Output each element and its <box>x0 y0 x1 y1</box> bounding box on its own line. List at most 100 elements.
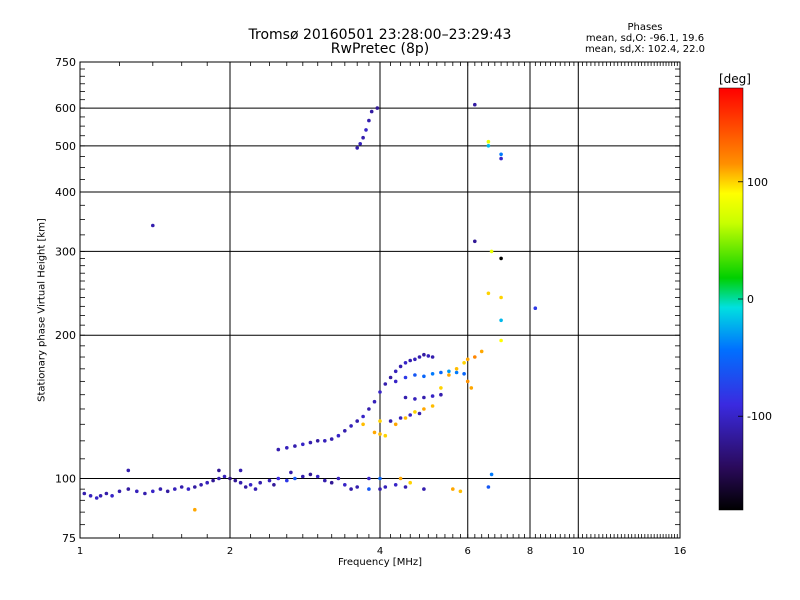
data-point <box>110 494 114 498</box>
data-point <box>375 106 380 110</box>
data-point <box>383 382 388 386</box>
data-point <box>378 487 382 491</box>
data-point <box>383 433 388 438</box>
data-point <box>248 483 253 487</box>
data-point <box>355 485 360 489</box>
data-point <box>151 489 155 494</box>
data-point <box>439 386 443 390</box>
phase-o-line: mean, sd,O: -96.1, 19.6 <box>585 33 705 44</box>
x-tick-label: 16 <box>674 546 687 557</box>
data-point <box>267 478 272 483</box>
data-point <box>361 414 365 419</box>
data-point <box>349 487 353 491</box>
data-point <box>447 373 451 377</box>
y-tick-label: 600 <box>55 102 76 115</box>
chart-subtitle: RwPretec (8p) <box>330 41 430 57</box>
data-point <box>473 239 477 244</box>
data-point <box>173 487 177 491</box>
data-point <box>193 507 197 512</box>
x-tick-label: 10 <box>572 546 585 557</box>
data-points <box>82 102 538 512</box>
data-point <box>408 480 413 485</box>
data-point <box>243 485 248 489</box>
data-point <box>367 118 371 123</box>
data-point <box>479 349 484 354</box>
data-point <box>228 476 232 481</box>
x-tick-label: 4 <box>377 546 383 557</box>
data-point <box>422 352 426 357</box>
data-point <box>422 374 426 379</box>
phase-x-line: mean, sd,X: 102.4, 22.0 <box>584 44 706 55</box>
data-point <box>458 489 463 494</box>
data-point <box>378 476 382 481</box>
colorbar: [deg] <box>718 72 751 511</box>
data-point <box>486 485 491 489</box>
y-tick-label: 100 <box>55 473 76 486</box>
data-point <box>276 476 281 481</box>
data-point <box>422 395 426 400</box>
data-point <box>217 468 221 473</box>
data-point <box>403 485 408 489</box>
data-point <box>499 156 503 161</box>
data-point <box>135 489 139 494</box>
data-point <box>398 416 403 420</box>
data-point <box>499 295 503 300</box>
data-point <box>393 379 398 384</box>
data-point <box>361 135 365 140</box>
data-point <box>447 369 451 374</box>
data-point <box>489 249 494 254</box>
data-point <box>151 223 155 228</box>
data-point <box>486 139 491 144</box>
data-point <box>393 422 398 427</box>
data-point <box>422 407 426 411</box>
data-point <box>336 433 341 438</box>
data-point <box>233 478 238 483</box>
data-point <box>388 419 393 423</box>
data-point <box>403 395 408 400</box>
data-point <box>430 394 435 398</box>
data-point <box>315 474 320 479</box>
data-point <box>98 494 103 498</box>
data-point <box>378 419 382 423</box>
data-point <box>422 487 426 491</box>
colorbar-tick-label: -100 <box>747 410 772 423</box>
tick-labels: 1 2 4 6 8 10 16 75 100 200 300 400 500 600 750 <box>55 56 686 557</box>
data-point <box>417 355 422 359</box>
data-point <box>367 476 371 481</box>
data-point <box>293 476 297 481</box>
data-point <box>126 487 131 491</box>
data-point <box>451 487 455 491</box>
data-point <box>238 468 243 473</box>
data-point <box>285 446 289 450</box>
data-point <box>393 483 398 487</box>
data-point <box>469 386 474 390</box>
data-point <box>378 390 382 394</box>
data-point <box>369 109 374 114</box>
data-point <box>343 429 347 433</box>
data-point <box>426 354 431 358</box>
phase-heading: Phases <box>627 22 663 33</box>
data-point <box>439 370 443 375</box>
data-point <box>462 372 466 376</box>
data-point <box>367 487 371 491</box>
data-point <box>179 485 184 489</box>
data-point <box>217 476 221 481</box>
data-point <box>308 440 313 445</box>
tick-marks <box>80 62 681 538</box>
data-point <box>473 102 477 107</box>
data-point <box>383 485 388 489</box>
data-point <box>413 373 417 377</box>
x-axis-label: Frequency [MHz] <box>337 557 423 568</box>
data-point <box>372 430 377 435</box>
data-point <box>499 256 503 261</box>
data-point <box>486 291 491 296</box>
data-point <box>430 404 435 408</box>
x-tick-label: 1 <box>77 546 83 557</box>
data-point <box>285 478 289 483</box>
data-point <box>315 439 320 443</box>
data-point <box>289 470 293 475</box>
data-point <box>343 483 347 487</box>
data-point <box>533 306 538 311</box>
data-point <box>276 447 281 452</box>
data-point <box>293 444 297 448</box>
